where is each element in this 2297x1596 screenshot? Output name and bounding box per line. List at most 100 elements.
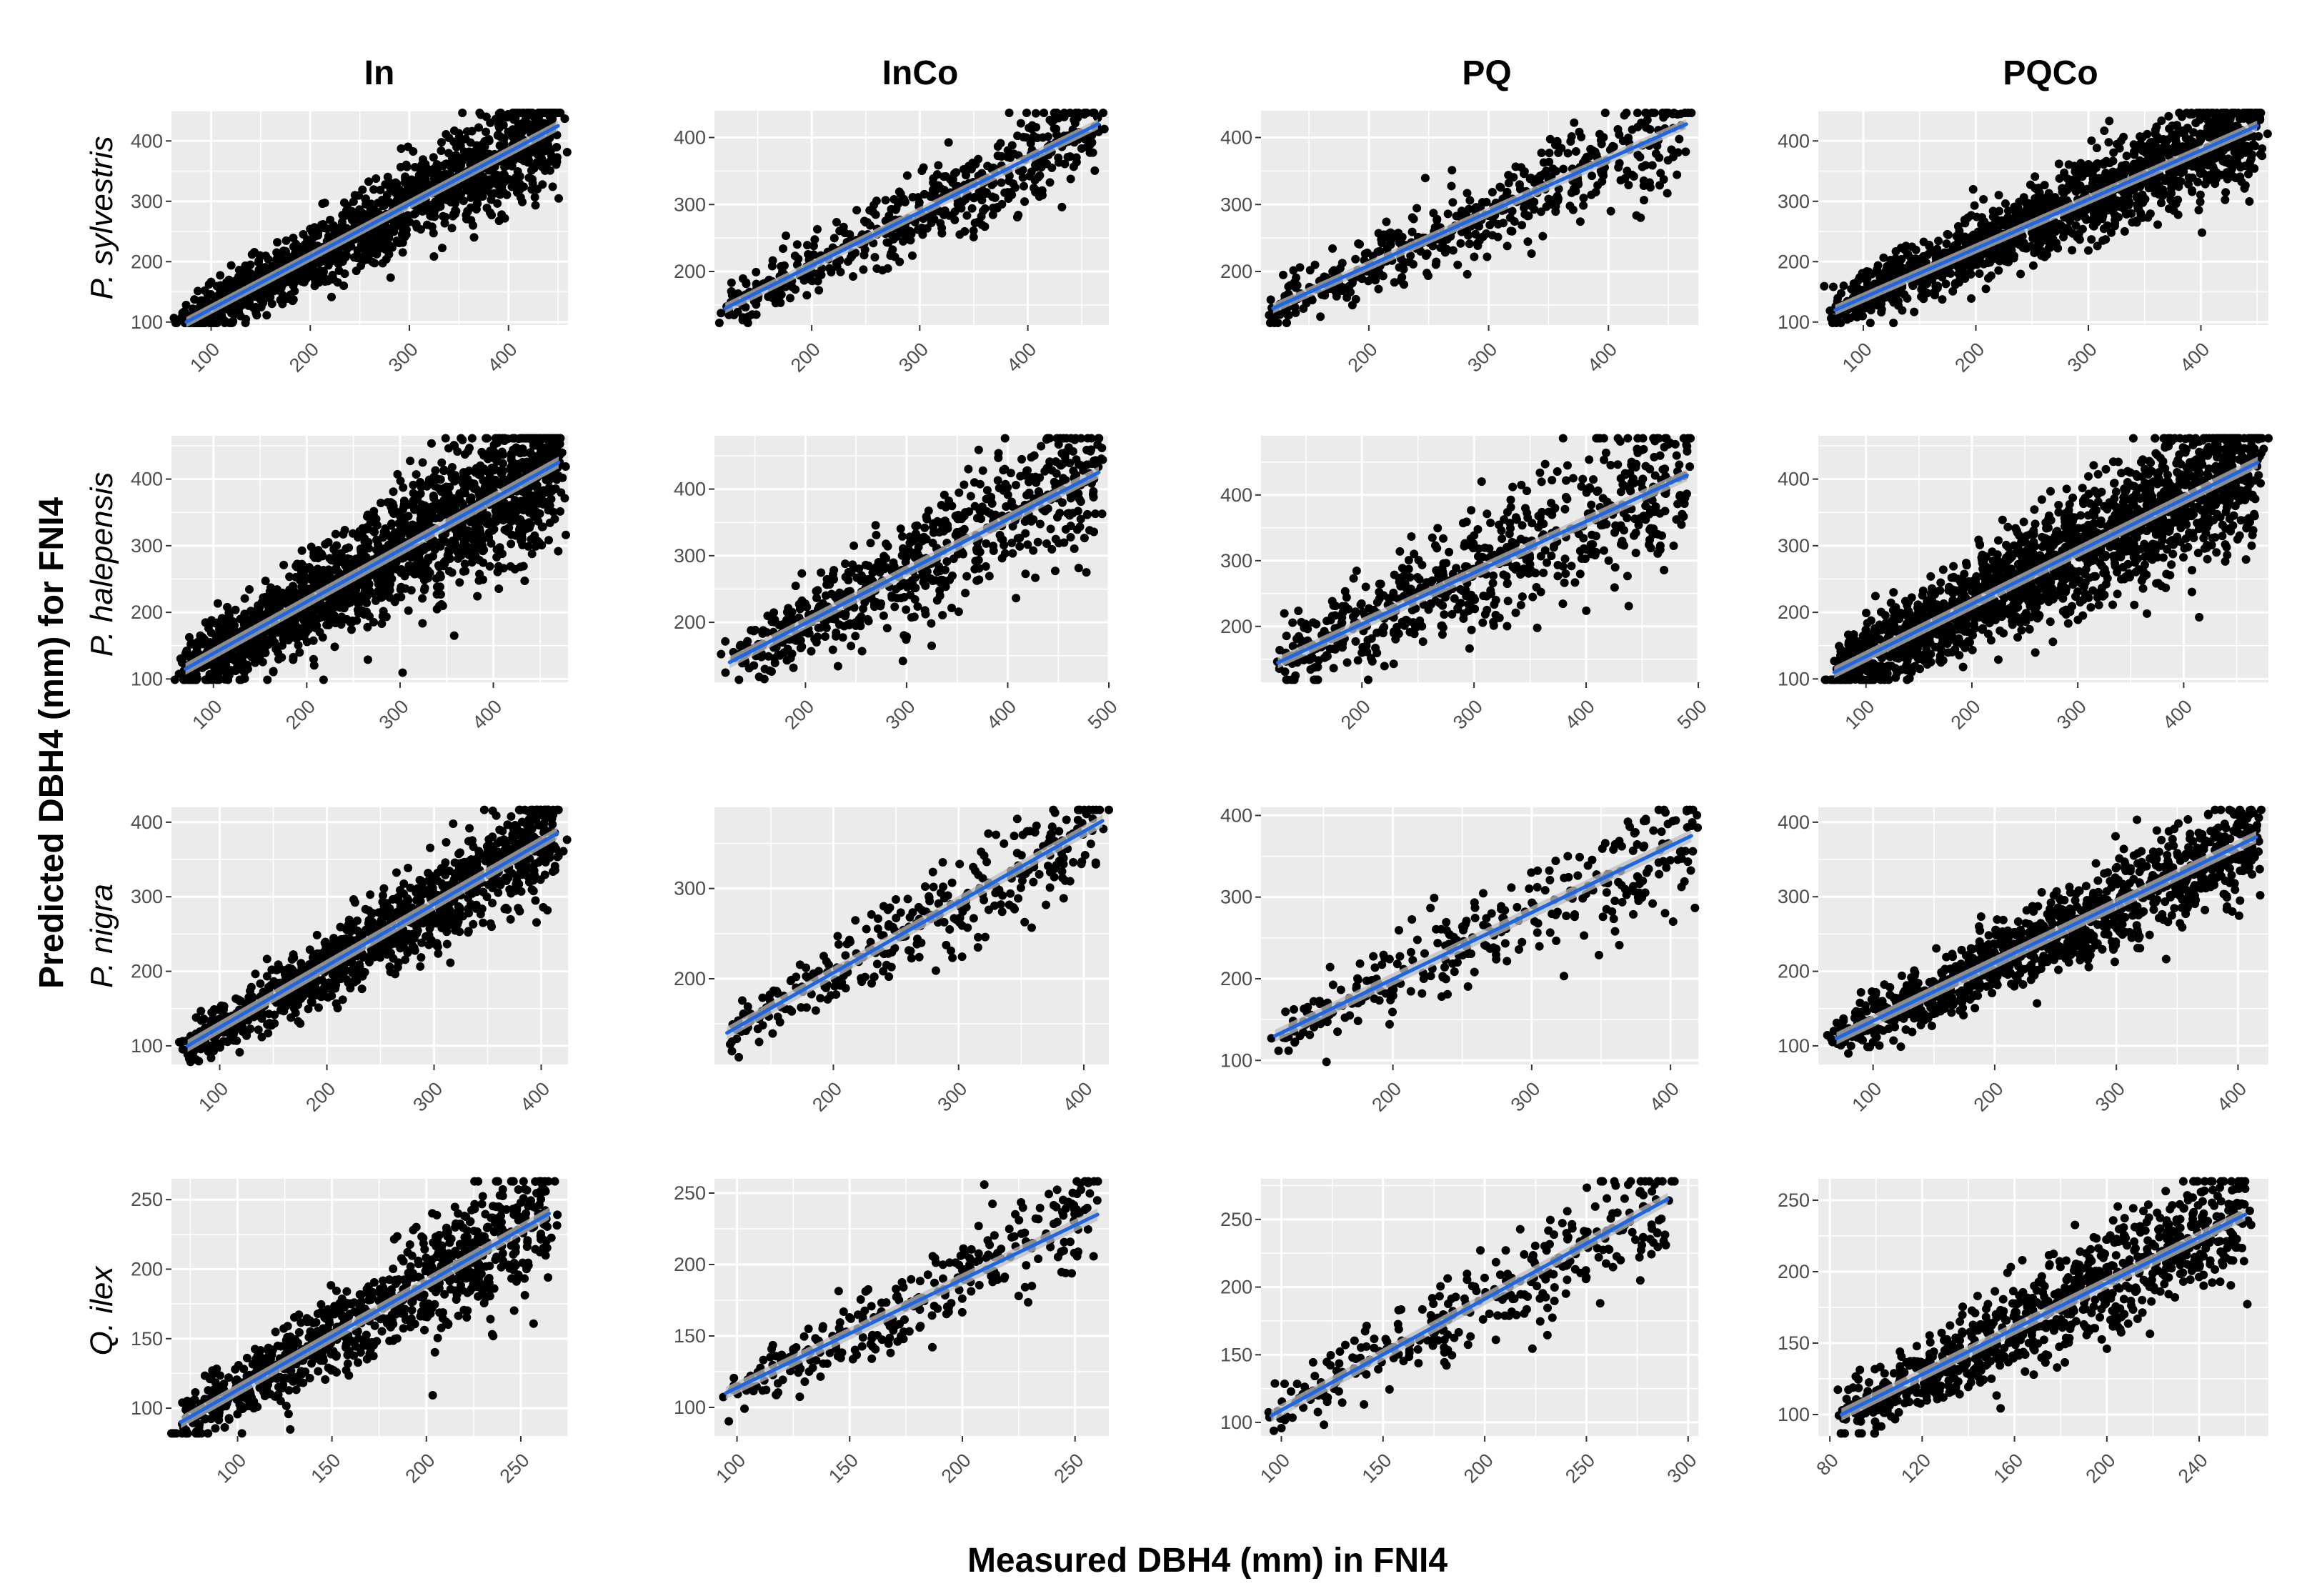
- data-point: [397, 144, 406, 153]
- data-point: [386, 273, 395, 282]
- data-point: [1499, 219, 1508, 228]
- data-point: [358, 185, 367, 194]
- data-point: [319, 219, 328, 229]
- data-point: [1362, 248, 1372, 257]
- data-point: [1266, 295, 1275, 304]
- data-point: [529, 162, 538, 171]
- data-point: [2245, 197, 2254, 206]
- data-point: [2165, 124, 2174, 134]
- data-point: [2098, 212, 2107, 221]
- data-point: [1382, 217, 1391, 226]
- y-tick-label: 200: [131, 251, 163, 272]
- data-point: [859, 251, 869, 260]
- data-point: [2018, 243, 2028, 252]
- data-point: [2031, 172, 2040, 181]
- data-point: [1968, 184, 1978, 194]
- data-point: [522, 154, 532, 164]
- data-point: [1052, 124, 1061, 134]
- data-point: [285, 572, 294, 582]
- data-point: [1978, 213, 1987, 222]
- data-point: [1504, 171, 1513, 180]
- data-point: [1879, 253, 1888, 262]
- data-point: [1482, 197, 1491, 206]
- y-tick-label: 300: [1778, 191, 1810, 212]
- data-point: [870, 201, 879, 210]
- data-point: [509, 177, 519, 186]
- data-point: [1431, 260, 1440, 269]
- data-point: [907, 229, 916, 239]
- data-point: [1907, 258, 1916, 267]
- data-point: [2221, 188, 2231, 197]
- data-point: [288, 296, 297, 306]
- data-point: [2087, 136, 2096, 145]
- data-point: [861, 218, 870, 227]
- data-point: [467, 193, 476, 202]
- data-point: [1495, 182, 1505, 191]
- x-tick-label: 400: [1002, 339, 1040, 376]
- data-point: [2000, 199, 2010, 209]
- data-point: [1828, 282, 1838, 291]
- data-point: [890, 195, 899, 204]
- data-point: [429, 208, 439, 217]
- data-point: [1655, 181, 1664, 190]
- data-point: [462, 127, 472, 136]
- data-point: [2143, 129, 2152, 139]
- data-point: [1938, 295, 1947, 304]
- data-point: [2204, 160, 2213, 169]
- data-point: [2216, 127, 2226, 136]
- data-point: [1629, 171, 1638, 181]
- data-point: [2164, 111, 2173, 121]
- y-tick-label: 100: [131, 311, 163, 333]
- data-point: [560, 114, 569, 124]
- data-point: [409, 147, 418, 156]
- data-point: [1448, 166, 1457, 175]
- x-tick-label: 300: [384, 339, 422, 376]
- data-point: [474, 123, 483, 132]
- data-point: [492, 171, 502, 180]
- data-point: [1007, 141, 1017, 150]
- data-point: [895, 187, 904, 196]
- data-point: [1993, 215, 2002, 224]
- data-point: [2263, 129, 2272, 139]
- data-point: [493, 199, 502, 208]
- data-point: [1012, 213, 1022, 222]
- data-point: [752, 267, 761, 276]
- data-point: [1337, 286, 1347, 296]
- data-point: [1866, 306, 1875, 315]
- data-point: [273, 238, 282, 247]
- data-point: [1900, 245, 1909, 254]
- data-point: [1825, 306, 1835, 315]
- data-point: [516, 184, 525, 193]
- data-point: [1934, 236, 1943, 246]
- data-point: [178, 308, 187, 317]
- data-point: [832, 218, 841, 227]
- data-point: [319, 675, 328, 684]
- data-point: [542, 109, 551, 117]
- data-point: [767, 292, 776, 301]
- data-point: [1082, 109, 1091, 117]
- data-point: [228, 317, 237, 326]
- data-point: [812, 224, 822, 234]
- x-tick-label: 400: [483, 339, 521, 376]
- data-point: [328, 256, 337, 266]
- data-point: [389, 487, 398, 497]
- data-point: [1551, 196, 1560, 206]
- data-point: [2168, 200, 2178, 209]
- data-point: [320, 198, 329, 207]
- data-point: [852, 206, 862, 215]
- data-point: [242, 274, 251, 284]
- data-point: [1069, 162, 1078, 171]
- data-point: [1545, 149, 1554, 158]
- data-point: [482, 127, 491, 136]
- data-point: [223, 282, 232, 291]
- data-point: [385, 180, 394, 189]
- data-point: [429, 252, 439, 261]
- data-point: [1066, 174, 1075, 184]
- data-point: [2187, 186, 2196, 195]
- data-point: [1571, 147, 1580, 156]
- data-point: [977, 220, 987, 229]
- data-point: [1645, 183, 1655, 192]
- data-point: [1432, 216, 1442, 225]
- data-point: [1447, 181, 1456, 191]
